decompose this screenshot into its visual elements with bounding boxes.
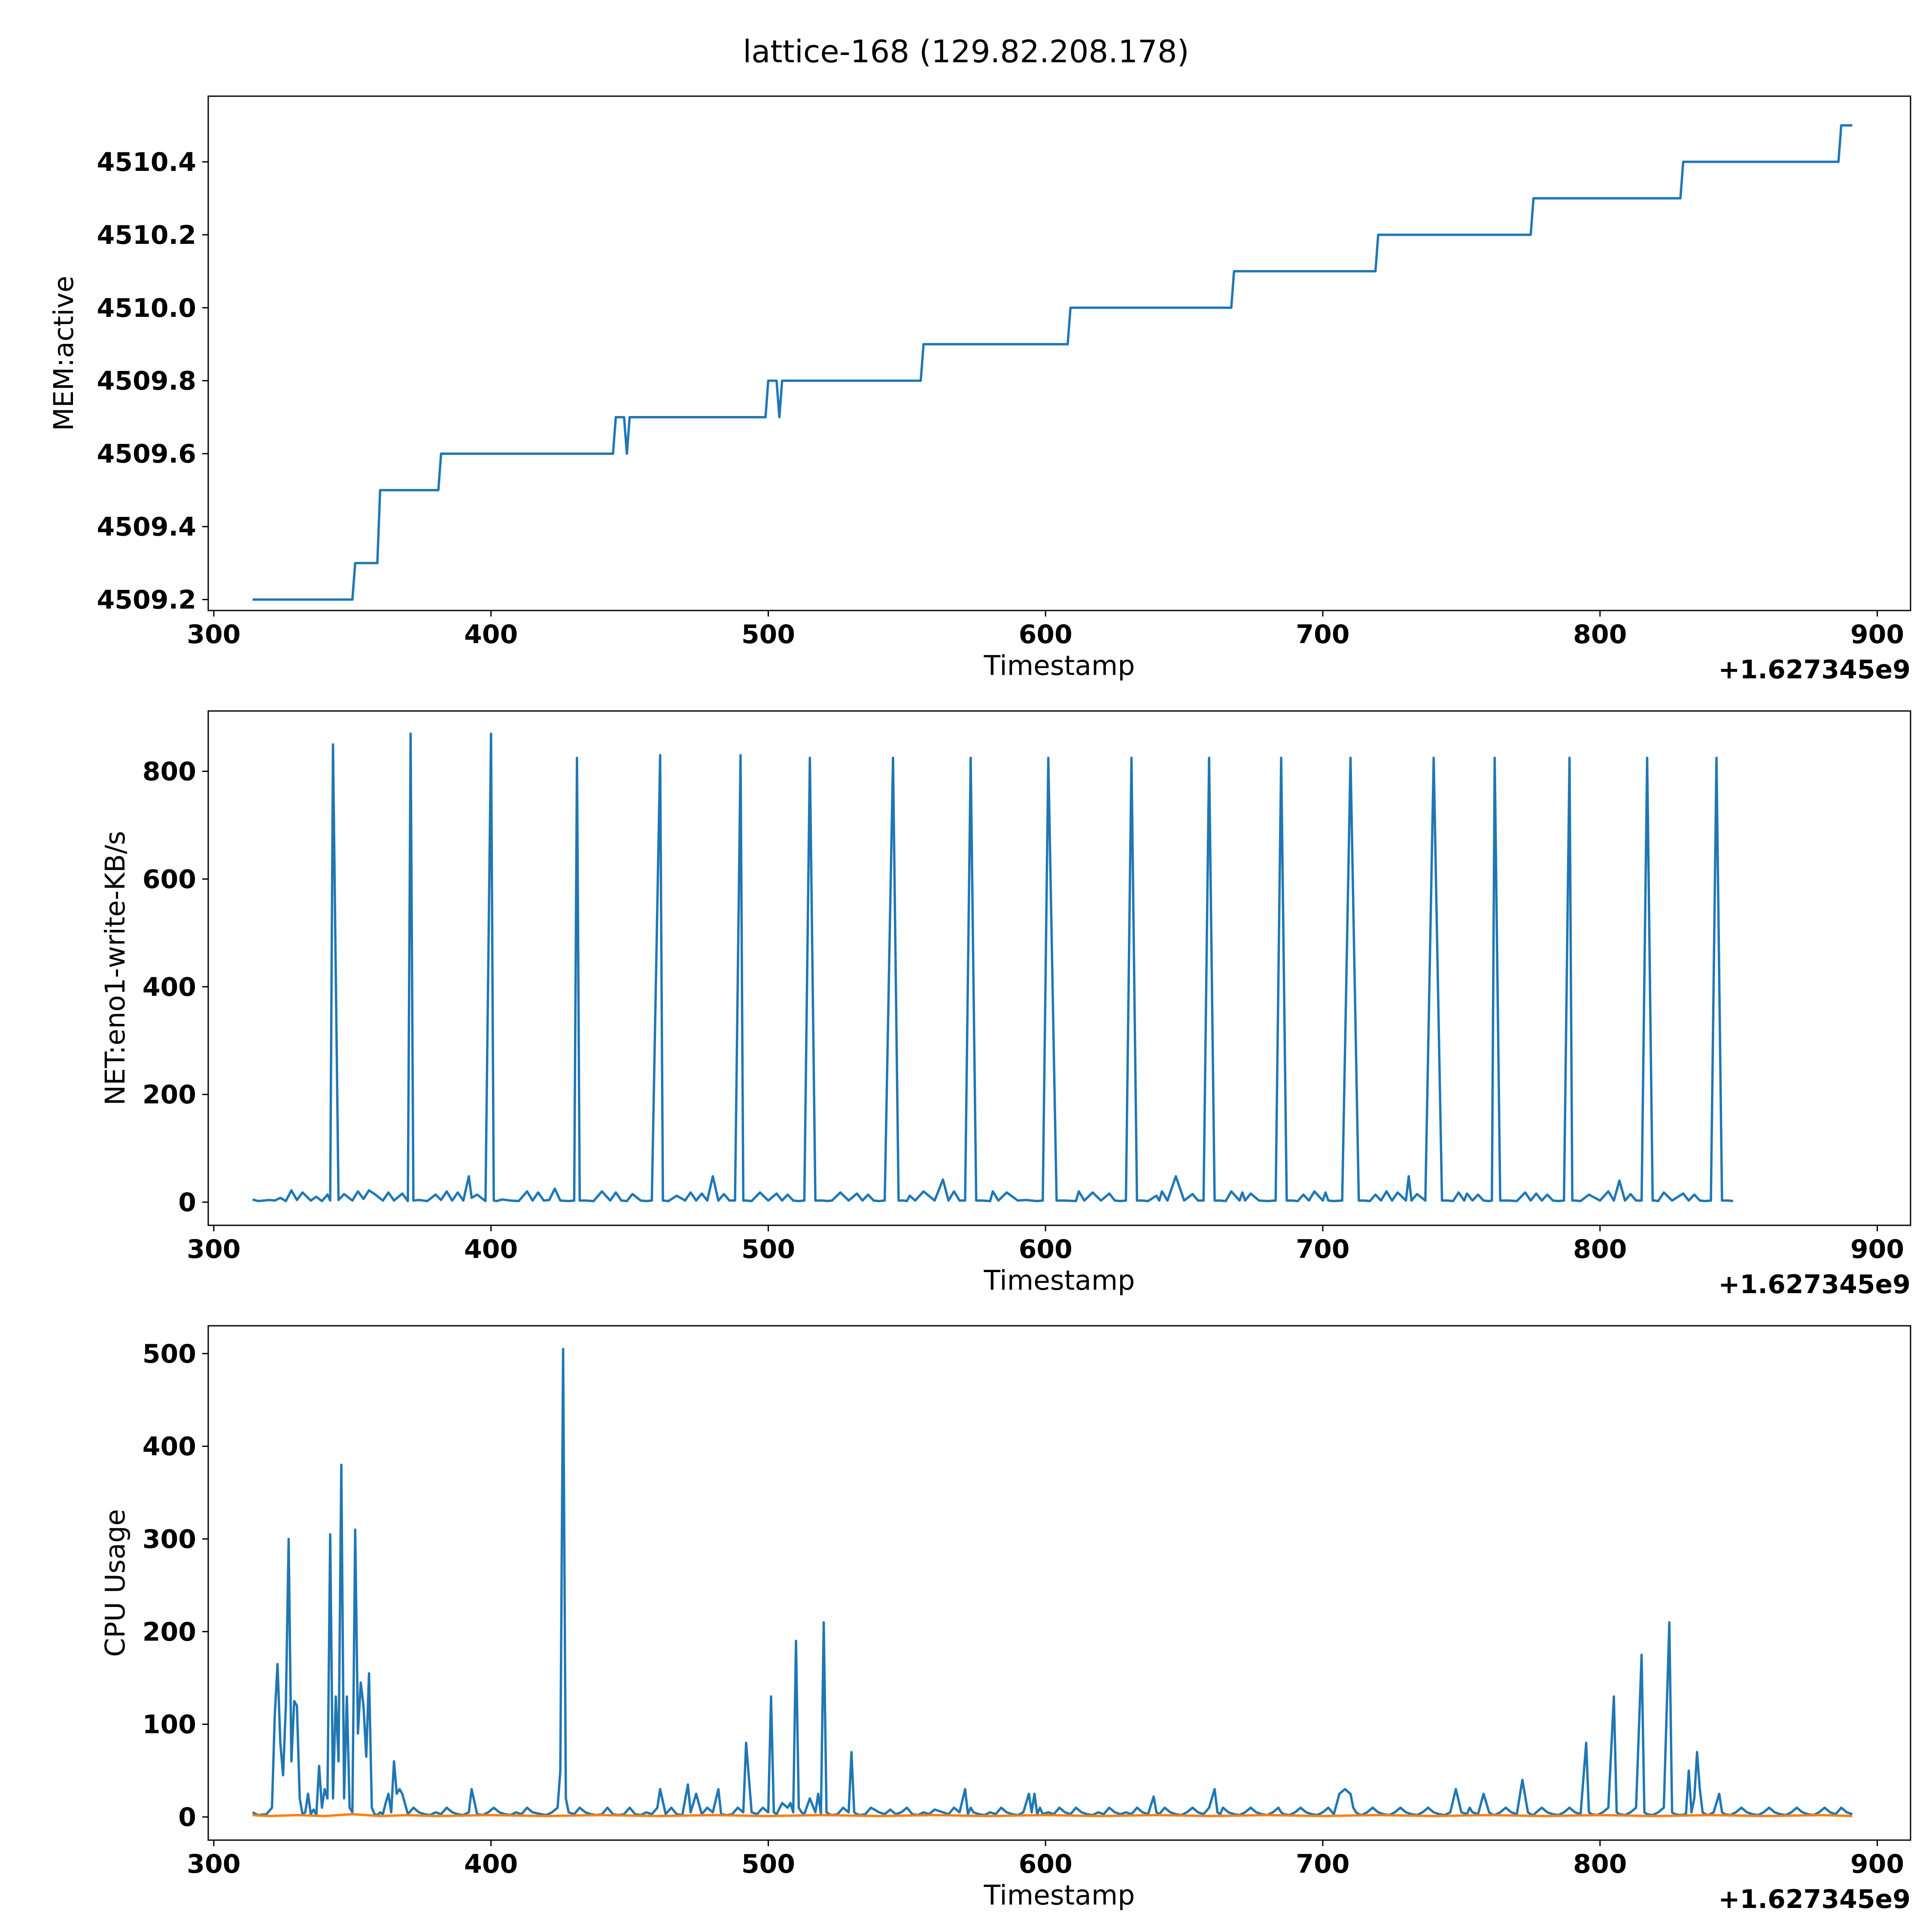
figure-suptitle: lattice-168 (129.82.208.178)	[743, 33, 1189, 70]
x-tick-label: 400	[464, 620, 518, 650]
axes-frame	[207, 1325, 1911, 1841]
series-line-1	[252, 1348, 1853, 1817]
y-tick-label: 500	[143, 1339, 196, 1369]
y-tick-label: 4510.4	[97, 147, 196, 177]
x-offset-label: +1.627345e9	[1718, 1884, 1911, 1914]
x-tick-label: 900	[1850, 620, 1904, 650]
x-tick-label: 500	[741, 620, 795, 650]
x-tick-label: 600	[1019, 1234, 1072, 1264]
x-offset-label: +1.627345e9	[1718, 1270, 1911, 1300]
y-tick-label: 400	[143, 1432, 196, 1462]
y-tick-label: 200	[143, 1080, 196, 1110]
axes-panel-1: 300 400 500 600 700 800 900 4509.2 4509.4 4509.6 4…	[48, 95, 1911, 685]
x-tick-label: 500	[741, 1234, 795, 1264]
axes-frame	[207, 95, 1911, 611]
x-tick-label: 800	[1573, 1849, 1627, 1879]
y-tick-label: 4510.2	[97, 220, 196, 250]
y-tick-label: 4509.4	[97, 512, 196, 542]
y-axis-label: MEM:active	[48, 276, 79, 431]
y-tick-label: 100	[143, 1710, 196, 1740]
axes-frame	[207, 710, 1911, 1226]
x-tick-label: 800	[1573, 620, 1627, 650]
x-tick-label: 400	[464, 1849, 518, 1879]
y-tick-label: 200	[143, 1617, 196, 1647]
series-line-2	[252, 1813, 1853, 1817]
y-tick-label: 600	[143, 864, 196, 894]
x-axis-label: Timestamp	[984, 650, 1135, 681]
x-tick-label: 400	[464, 1234, 518, 1264]
x-tick-label: 700	[1296, 1234, 1349, 1264]
x-axis-label: Timestamp	[984, 1880, 1135, 1911]
axes-panel-3: 300 400 500 600 700 800 900 0 100 200 300 400 500 Tim…	[100, 1325, 1911, 1914]
x-tick-label: 600	[1019, 620, 1072, 650]
x-tick-label: 600	[1019, 1849, 1072, 1879]
y-tick-label: 300	[143, 1524, 196, 1554]
series-line-1	[252, 124, 1853, 601]
x-tick-label: 300	[187, 1849, 240, 1879]
x-tick-label: 900	[1850, 1849, 1904, 1879]
x-tick-label: 300	[187, 1234, 240, 1264]
y-tick-label: 800	[143, 756, 196, 787]
y-axis-label: NET:eno1-write-KB/s	[100, 831, 131, 1105]
series-line-1	[252, 732, 1733, 1203]
x-tick-label: 700	[1296, 620, 1349, 650]
x-tick-label: 300	[187, 620, 240, 650]
axes-panel-2: 300 400 500 600 700 800 900 0 200 400 600 800 Timest…	[100, 710, 1911, 1300]
y-axis-label: CPU Usage	[100, 1509, 131, 1657]
y-tick-label: 4509.6	[97, 439, 196, 469]
x-tick-label: 800	[1573, 1234, 1627, 1264]
x-offset-label: +1.627345e9	[1718, 655, 1911, 685]
y-tick-label: 4509.8	[97, 366, 196, 396]
y-tick-label: 4509.2	[97, 585, 196, 615]
y-tick-label: 4510.0	[97, 293, 196, 323]
y-tick-label: 0	[178, 1802, 196, 1832]
x-axis-label: Timestamp	[984, 1265, 1135, 1296]
y-tick-label: 400	[143, 972, 196, 1002]
y-tick-label: 0	[178, 1188, 196, 1218]
x-tick-label: 700	[1296, 1849, 1349, 1879]
x-tick-label: 900	[1850, 1234, 1904, 1264]
x-tick-label: 500	[741, 1849, 795, 1879]
